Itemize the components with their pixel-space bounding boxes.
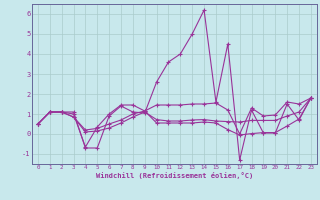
X-axis label: Windchill (Refroidissement éolien,°C): Windchill (Refroidissement éolien,°C) <box>96 172 253 179</box>
